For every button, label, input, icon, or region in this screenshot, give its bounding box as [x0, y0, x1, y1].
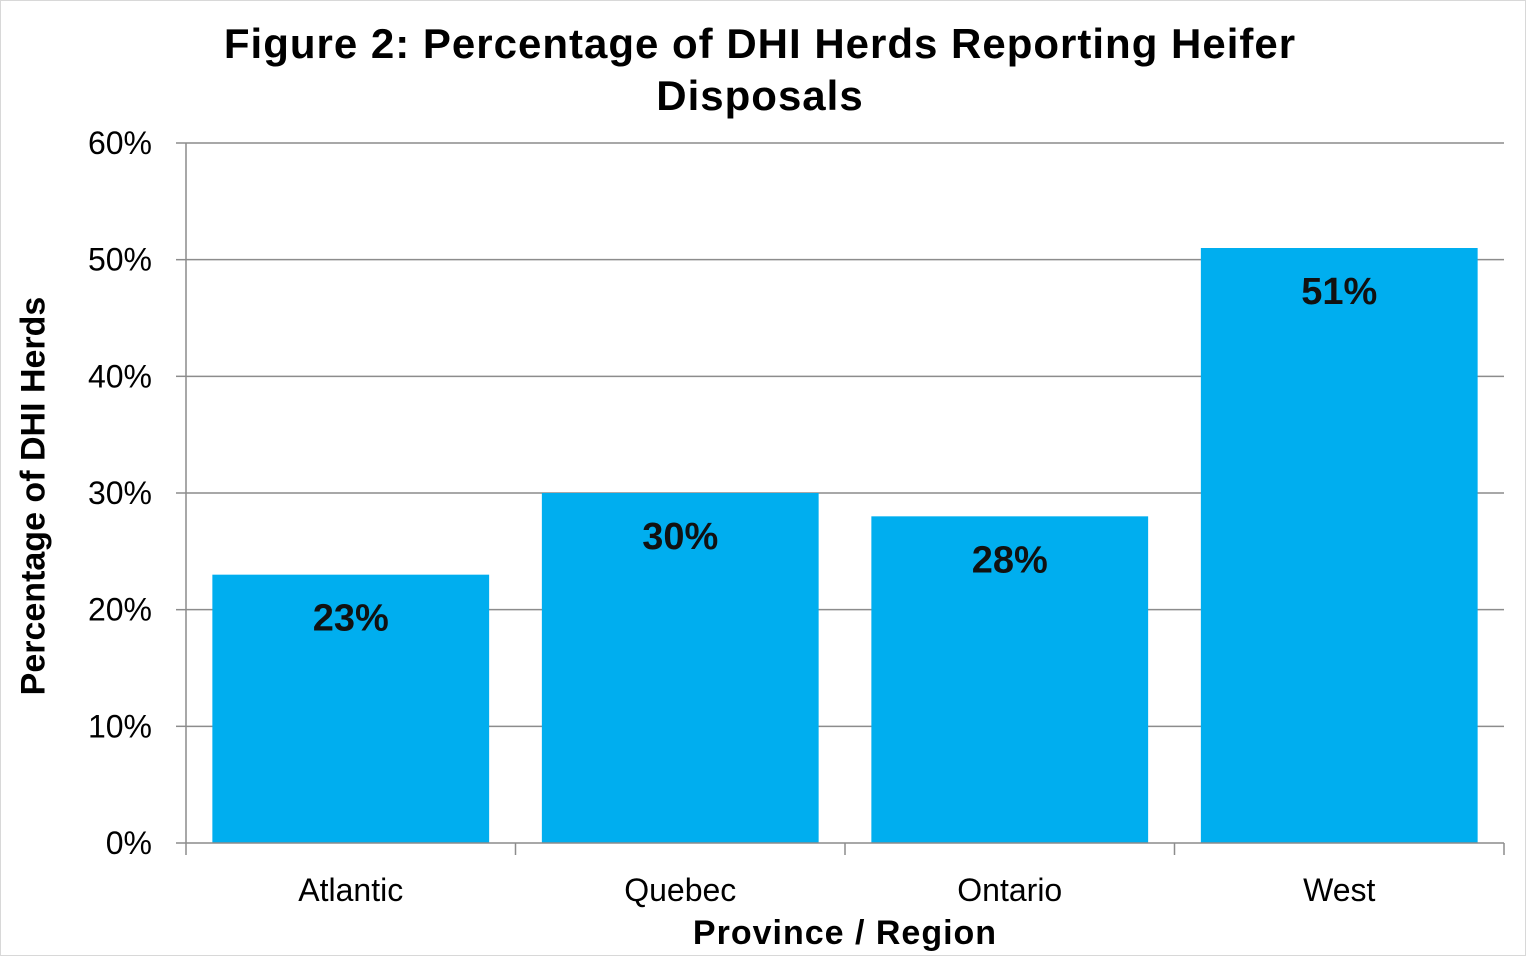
bars	[212, 248, 1478, 843]
labels: 0% 10% 20% 30% 40% 50% 60% 23% Atlantic 30% Quebec…	[88, 125, 1377, 908]
data-label: 28%	[972, 539, 1048, 581]
bar-atlantic	[212, 574, 490, 843]
y-tick-label: 40%	[88, 358, 152, 394]
bar-quebec	[541, 493, 819, 843]
x-tick-label: West	[1303, 872, 1375, 908]
bar-west	[1200, 248, 1478, 843]
y-tick-label: 10%	[88, 708, 152, 744]
y-tick-label: 50%	[88, 242, 152, 278]
data-label: 23%	[313, 598, 389, 640]
x-tick-label: Ontario	[957, 872, 1062, 908]
chart-title: Figure 2: Percentage of DHI Herds Report…	[223, 20, 1297, 119]
x-axis-label: Province / Region	[692, 914, 998, 952]
y-tick-label: 60%	[88, 125, 152, 161]
bar-ontario	[871, 516, 1149, 843]
x-tick-label: Atlantic	[298, 872, 403, 908]
y-tick-label: 30%	[88, 475, 152, 511]
axes	[176, 142, 1505, 855]
data-label: 51%	[1301, 271, 1377, 313]
x-tick-label: Quebec	[624, 872, 736, 908]
data-label: 30%	[642, 516, 718, 558]
y-tick-label: 0%	[106, 825, 152, 861]
y-tick-label: 20%	[88, 592, 152, 628]
